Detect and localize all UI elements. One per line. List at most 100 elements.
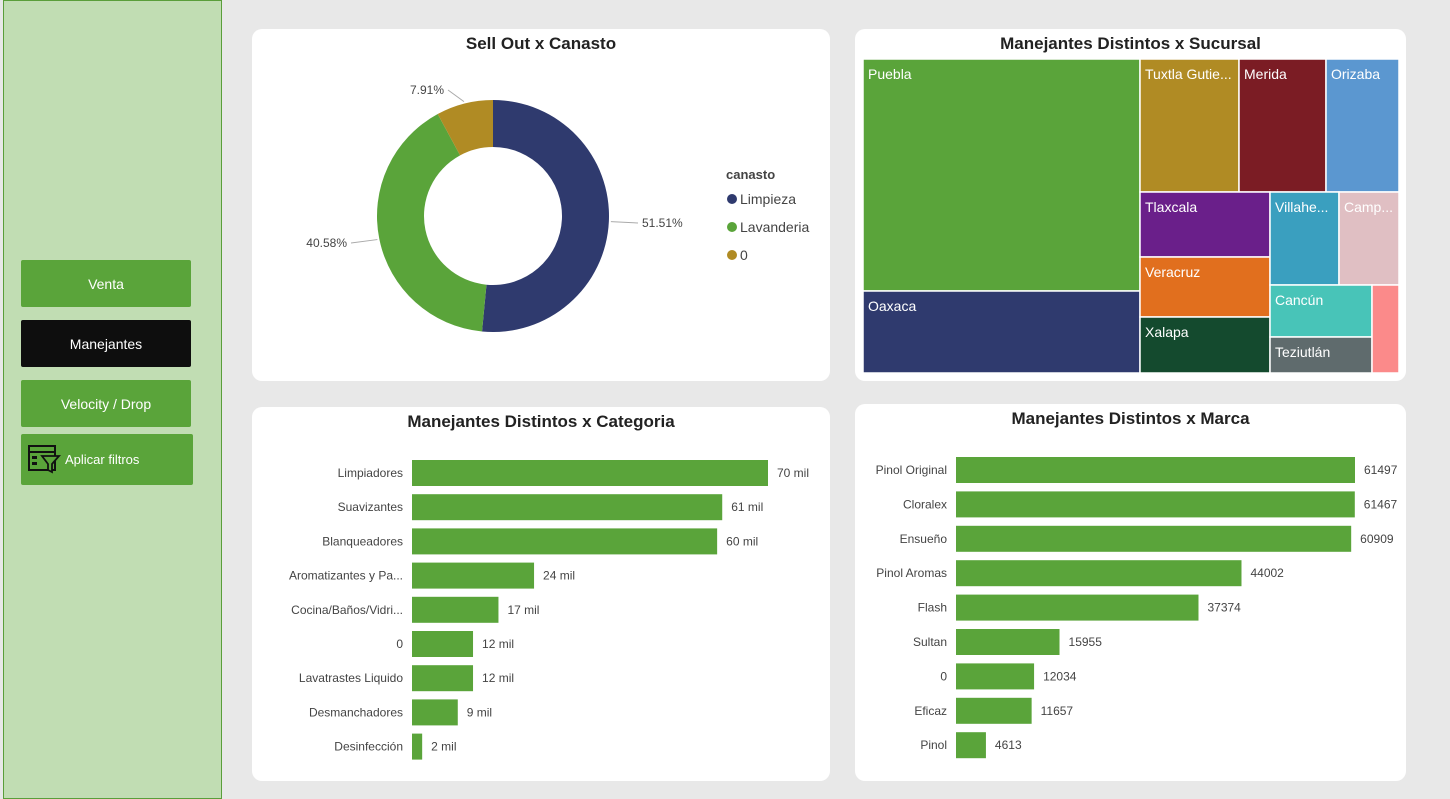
sucursal-treemap: Puebla Oaxaca Tuxtla Gutie... Merida Orizaba…: [862, 58, 1400, 374]
sellout-canasto-card: Sell Out x Canasto 51.51% 40.58% 7.91% cana…: [252, 29, 830, 381]
treemap-label: Orizaba: [1331, 66, 1380, 82]
treemap-label: Cancún: [1275, 292, 1323, 308]
bar-4: [956, 594, 1199, 621]
bar-category-label: Blanqueadores: [322, 534, 403, 548]
bar-2: [412, 528, 718, 555]
bar-category-label: Cocina/Baños/Vidri...: [291, 603, 403, 617]
bar-category-label: Sultan: [913, 635, 947, 649]
bar-category-label: Pinol Original: [876, 463, 947, 477]
treemap-node-0: [862, 58, 1141, 292]
bar-7: [956, 697, 1032, 724]
legend-entry: Limpieza: [740, 191, 796, 207]
treemap-node-6: [1139, 256, 1271, 318]
bar-category-label: Ensueño: [900, 532, 948, 546]
donut-slice-lavanderia: [377, 114, 487, 332]
bar-category-label: Pinol Aromas: [876, 566, 947, 580]
treemap-label: Tlaxcala: [1145, 199, 1197, 215]
bar-0: [412, 460, 768, 486]
bar-value-label: 2 mil: [431, 740, 456, 754]
donut-leader-line: [610, 221, 639, 224]
bar-value-label: 4613: [995, 738, 1022, 752]
bar-value-label: 11657: [1041, 704, 1074, 718]
bar-value-label: 17 mil: [507, 603, 539, 617]
velocity-drop-button[interactable]: Velocity / Drop: [21, 380, 191, 427]
treemap-label: Xalapa: [1145, 324, 1189, 340]
bar-category-label: Eficaz: [914, 704, 947, 718]
donut-leader-line: [447, 89, 465, 103]
bar-value-label: 12 mil: [482, 637, 514, 651]
bar-category-label: Cloralex: [903, 497, 947, 511]
treemap-label: Oaxaca: [868, 298, 916, 314]
treemap-label: Merida: [1244, 66, 1287, 82]
donut-data-label: 40.58%: [306, 236, 347, 250]
treemap-label: Puebla: [868, 66, 912, 82]
bar-category-label: Pinol: [920, 738, 947, 752]
bar-value-label: 24 mil: [543, 569, 575, 583]
bar-4: [412, 596, 499, 623]
bar-value-label: 60909: [1360, 532, 1394, 546]
bar-category-label: Aromatizantes y Pa...: [289, 569, 403, 583]
bar-1: [956, 491, 1355, 518]
bar-value-label: 12034: [1043, 669, 1077, 683]
donut-data-label: 7.91%: [410, 83, 444, 97]
categoria-title: Manejantes Distintos x Categoria: [407, 412, 675, 431]
bar-value-label: 44002: [1250, 566, 1284, 580]
bar-2: [956, 525, 1352, 552]
donut-data-label: 51.51%: [642, 216, 683, 230]
bar-category-label: Desinfección: [334, 740, 403, 754]
bar-3: [956, 560, 1242, 587]
treemap-node-12: [1371, 284, 1400, 374]
filter-icon: [28, 445, 61, 474]
apply-filters-label: Aplicar filtros: [65, 452, 140, 467]
bar-value-label: 61467: [1364, 497, 1398, 511]
bar-8: [412, 733, 423, 760]
donut-legend-title: canasto: [726, 167, 775, 182]
bar-7: [412, 699, 458, 726]
categoria-chart: Limpiadores 70 mil Suavizantes 61 mil Blanqu…: [289, 460, 809, 760]
donut-slice-0: [437, 100, 493, 156]
sellout-canasto-title: Sell Out x Canasto: [465, 34, 617, 53]
treemap-label: Villahe...: [1275, 199, 1328, 215]
manejantes-button[interactable]: Manejantes: [21, 320, 191, 367]
treemap-node-4: [1325, 58, 1400, 193]
bar-category-label: Suavizantes: [338, 500, 403, 514]
bar-0: [956, 457, 1355, 483]
bar-value-label: 61497: [1364, 463, 1398, 477]
bar-value-label: 70 mil: [777, 466, 809, 480]
treemap-label: Teziutlán: [1275, 344, 1330, 360]
treemap-label: Tuxtla Gutie...: [1145, 66, 1232, 82]
legend-dot-0: [727, 194, 737, 204]
marca-title: Manejantes Distintos x Marca: [1011, 409, 1250, 428]
sucursal-card: Manejantes Distintos x Sucursal Puebla Oa…: [855, 29, 1406, 381]
bar-category-label: Flash: [918, 601, 947, 615]
bar-value-label: 61 mil: [731, 500, 763, 514]
bar-8: [956, 732, 986, 759]
bar-6: [956, 663, 1035, 690]
apply-filters-button[interactable]: Aplicar filtros: [21, 434, 193, 485]
bar-5: [412, 631, 474, 657]
treemap-label: Veracruz: [1145, 264, 1200, 280]
categoria-card: Manejantes Distintos x Categoria Limpiad…: [252, 407, 830, 781]
treemap-node-7: [1139, 316, 1271, 374]
treemap-node-10: [1269, 284, 1373, 338]
sucursal-title: Manejantes Distintos x Sucursal: [1000, 34, 1261, 53]
legend-dot-2: [727, 250, 737, 260]
donut-slice-limpieza: [482, 100, 609, 332]
bar-category-label: 0: [396, 637, 403, 651]
treemap-node-5: [1139, 191, 1271, 258]
bar-value-label: 9 mil: [467, 705, 492, 719]
bar-category-label: Limpiadores: [338, 466, 403, 480]
manejantes-button-label: Manejantes: [69, 335, 143, 352]
bar-1: [412, 494, 723, 521]
bar-category-label: 0: [940, 669, 947, 683]
bar-value-label: 60 mil: [726, 534, 758, 548]
bar-value-label: 37374: [1207, 601, 1241, 615]
venta-button[interactable]: Venta: [21, 260, 191, 307]
bar-category-label: Lavatrastes Liquido: [299, 671, 403, 685]
bar-category-label: Desmanchadores: [309, 705, 403, 719]
sellout-canasto-chart: 51.51% 40.58% 7.91% canasto Limpieza Lavander…: [306, 83, 809, 332]
velocity-drop-button-label: Velocity / Drop: [60, 395, 152, 412]
bar-6: [412, 665, 474, 692]
bar-3: [412, 562, 535, 589]
treemap-label: Camp...: [1344, 199, 1393, 215]
